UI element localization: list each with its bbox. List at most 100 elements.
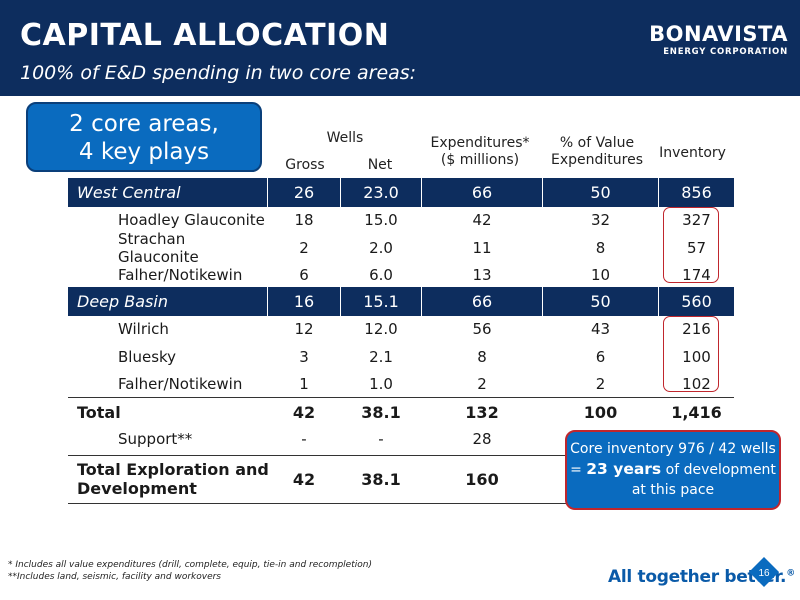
- col-head-expenditures: Expenditures* ($ millions): [420, 135, 540, 169]
- logo-wordmark: BONAVISTA: [649, 22, 788, 46]
- cell-inventory: 856: [681, 183, 712, 202]
- cell-inventory: 100: [682, 348, 711, 366]
- cell-gross: 3: [299, 348, 309, 366]
- row-label: Falher/Notikewin: [118, 266, 243, 284]
- inventory-highlight-deep: [663, 316, 719, 392]
- cell-inventory: 216: [682, 320, 711, 338]
- cell-exp: 160: [465, 469, 499, 489]
- total-row: Total 42 38.1 132 100 1,416: [68, 398, 734, 426]
- cell-exp: 42: [472, 211, 492, 229]
- cell-net: 2.1: [369, 348, 393, 366]
- footer-slogan: All together better.®: [608, 567, 795, 587]
- cell-exp: 13: [472, 266, 492, 284]
- cell-pct: 50: [590, 183, 611, 202]
- cell-pct: 10: [590, 266, 611, 284]
- core-areas-callout: 2 core areas, 4 key plays: [26, 102, 262, 172]
- cell-pct: 43: [590, 320, 611, 338]
- page-number-badge: 16: [749, 557, 779, 587]
- callout-line-1: 2 core areas,: [69, 111, 219, 137]
- cell-exp: 132: [465, 402, 499, 422]
- cell-exp: 11: [472, 239, 492, 257]
- cell-gross: 18: [294, 211, 314, 229]
- cell-pct: 32: [590, 211, 611, 229]
- footnotes: * Includes all value expenditures (drill…: [8, 559, 372, 583]
- inventory-highlight-west: [663, 207, 719, 283]
- col-head-pct-value: % of Value Expenditures: [537, 135, 657, 169]
- row-label: Bluesky: [118, 348, 177, 366]
- cell-net: 2.0: [369, 239, 393, 257]
- col-head-pct-line1: % of Value: [559, 135, 635, 151]
- table-row: Falher/Notikewin 1 1.0 2 2 102: [68, 370, 734, 398]
- cell-gross: -: [301, 430, 307, 448]
- divider-line: [68, 503, 734, 504]
- callout-line-3: at this pace: [631, 482, 715, 498]
- support-row: Support** - - 28: [68, 425, 734, 453]
- table-row: Strachan Glauconite 2 2.0 11 8 57: [68, 230, 734, 266]
- divider-line: [68, 397, 734, 398]
- cell-net: 38.1: [361, 469, 401, 489]
- total-ed-row: Total Exploration and Development 42 38.…: [68, 456, 734, 502]
- row-label: West Central: [77, 183, 181, 202]
- cell-exp: 28: [472, 430, 492, 448]
- cell-gross: 6: [299, 266, 309, 284]
- cell-inventory: 57: [686, 239, 707, 257]
- row-label: Falher/Notikewin: [118, 375, 243, 393]
- cell-gross: 2: [299, 239, 309, 257]
- cell-net: 15.0: [364, 211, 398, 229]
- cell-inventory: 560: [681, 292, 712, 311]
- footnote-1: * Includes all value expenditures (drill…: [8, 560, 372, 570]
- cell-exp: 2: [477, 375, 487, 393]
- callout-line-2: = 23 years of development: [570, 460, 776, 478]
- cell-gross: 42: [292, 402, 316, 422]
- cell-exp: 66: [471, 183, 493, 202]
- years-highlight: 23 years: [586, 460, 662, 478]
- cell-pct: 100: [583, 402, 618, 422]
- row-label: Total: [77, 402, 121, 422]
- cell-pct: 8: [595, 239, 606, 257]
- row-label: Hoadley Glauconite: [118, 211, 265, 229]
- cell-net: 38.1: [361, 402, 401, 422]
- cell-net: 1.0: [369, 375, 393, 393]
- cell-net: 15.1: [363, 292, 399, 311]
- cell-pct: 2: [595, 375, 606, 393]
- core-inventory-callout: Core inventory 976 / 42 wells = 23 years…: [565, 430, 781, 510]
- logo-subtext: ENERGY CORPORATION: [663, 47, 788, 57]
- row-label: Support**: [118, 430, 193, 448]
- table-row: Wilrich 12 12.0 56 43 216: [68, 315, 734, 343]
- footnote-2: **Includes land, seismic, facility and w…: [8, 572, 221, 582]
- page-title: CAPITAL ALLOCATION: [20, 18, 390, 53]
- cell-pct: 6: [595, 348, 606, 366]
- page-subtitle: 100% of E&D spending in two core areas:: [20, 62, 417, 84]
- company-logo: BONAVISTA ENERGY CORPORATION: [649, 22, 788, 57]
- cell-exp: 8: [477, 348, 487, 366]
- cell-gross: 1: [299, 375, 309, 393]
- table-row: Falher/Notikewin 6 6.0 13 10 174: [68, 261, 734, 289]
- row-label-line1: Total Exploration and: [77, 460, 269, 479]
- cell-exp: 66: [471, 292, 493, 311]
- cell-gross: 12: [294, 320, 314, 338]
- row-label-line2: Development: [77, 479, 197, 498]
- row-label: Strachan Glauconite: [118, 230, 199, 266]
- page-number: 16: [758, 568, 770, 579]
- table-row: Bluesky 3 2.1 8 6 100: [68, 343, 734, 371]
- cell-inventory: 327: [682, 211, 711, 229]
- col-head-inventory: Inventory: [659, 145, 726, 161]
- deep-basin-row: Deep Basin 16 15.1 66 50 560: [68, 287, 734, 316]
- cell-inventory: 174: [682, 266, 711, 284]
- callout-line-2: 4 key plays: [78, 139, 210, 165]
- cell-gross: 16: [293, 292, 315, 311]
- row-label: Deep Basin: [77, 292, 168, 311]
- col-head-pct-line2: Expenditures: [551, 152, 643, 168]
- callout-line-1: Core inventory 976 / 42 wells: [570, 441, 776, 457]
- col-head-expenditures-line2: ($ millions): [440, 152, 520, 168]
- cell-net: 12.0: [364, 320, 398, 338]
- cell-inventory: 102: [682, 375, 711, 393]
- cell-gross: 42: [292, 469, 316, 489]
- col-head-net: Net: [367, 157, 393, 173]
- table-row: Hoadley Glauconite 18 15.0 42 32 327: [68, 206, 734, 234]
- col-head-expenditures-line1: Expenditures*: [430, 135, 530, 151]
- cell-net: -: [378, 430, 384, 448]
- col-head-gross: Gross: [285, 157, 325, 173]
- cell-net: 23.0: [363, 183, 399, 202]
- cell-gross: 26: [293, 183, 315, 202]
